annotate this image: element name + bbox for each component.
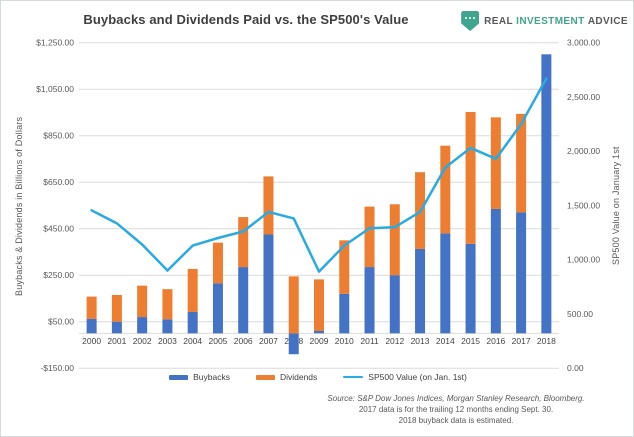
x-axis-year-label: 2000 (82, 336, 101, 346)
bar-dividends-2000 (86, 296, 97, 319)
bar-buybacks-2004 (187, 311, 198, 334)
legend-label-buybacks: Buybacks (193, 372, 230, 382)
note-2017: 2017 data is for the trailing 12 months … (358, 405, 554, 414)
bar-buybacks-2009 (314, 331, 324, 334)
legend-label-sp500: SP500 Value (on Jan. 1st) (368, 372, 467, 382)
bar-buybacks-2011 (364, 267, 375, 334)
brand-word-advice: ADVICE (587, 15, 628, 27)
bar-buybacks-2000 (86, 318, 97, 334)
brand-wordmark: REAL INVESTMENT ADVICE (484, 16, 628, 27)
bar-buybacks-2015 (465, 243, 476, 334)
bar-buybacks-2005 (212, 283, 223, 334)
source-notes: Source: S&P Dow Jones Indices, Morgan St… (283, 393, 629, 426)
bar-dividends-2009 (314, 279, 324, 331)
x-axis-year-label: 2013 (411, 336, 430, 346)
brand-word-real: REAL (484, 15, 513, 27)
brand-word-investment: INVESTMENT (516, 15, 585, 27)
bar-buybacks-2012 (389, 275, 400, 334)
bar-buybacks-2010 (339, 293, 350, 334)
bar-buybacks-2006 (238, 267, 249, 334)
x-axis-year-label: 2006 (234, 336, 253, 346)
left-axis-tick-label: -$150.00 (40, 363, 74, 373)
bar-buybacks-2013 (415, 248, 426, 334)
brand-logo: REAL INVESTMENT ADVICE (461, 11, 628, 31)
bar-dividends-2007 (263, 176, 274, 235)
x-axis-year-label: 2009 (310, 336, 329, 346)
bar-dividends-2004 (187, 268, 198, 312)
left-axis-tick-label: $650.00 (43, 177, 74, 187)
bar-dividends-2005 (212, 242, 223, 284)
bar-buybacks-2018 (541, 54, 552, 334)
x-axis-year-label: 2017 (512, 336, 531, 346)
x-axis-year-label: 2016 (486, 336, 505, 346)
x-axis-year-label: 2011 (360, 336, 379, 346)
bar-dividends-2017 (516, 113, 527, 213)
bar-buybacks-2001 (111, 321, 122, 334)
dividends-swatch-icon (255, 374, 275, 380)
right-axis-tick-label: 500.00 (567, 309, 593, 319)
bar-buybacks-2017 (516, 212, 527, 334)
bar-dividends-2002 (137, 285, 148, 318)
bar-dividends-2006 (238, 217, 249, 268)
shield-dots-icon (461, 11, 480, 31)
bar-buybacks-2002 (137, 317, 148, 334)
bar-dividends-2015 (465, 111, 476, 244)
bar-buybacks-2008 (288, 333, 299, 355)
bar-buybacks-2016 (490, 208, 501, 334)
x-axis-year-label: 2010 (335, 336, 354, 346)
bar-dividends-2001 (111, 294, 122, 322)
source-line: Source: S&P Dow Jones Indices, Morgan St… (327, 394, 585, 403)
buybacks-swatch-icon (169, 374, 189, 380)
x-axis-year-label: 2012 (385, 336, 404, 346)
right-axis-tick-label: 1,500.00 (567, 200, 600, 210)
right-axis-tick-label: 2,000.00 (567, 146, 600, 156)
legend-label-dividends: Dividends (279, 372, 318, 382)
bar-buybacks-2014 (440, 233, 451, 334)
x-axis-year-label: 2001 (107, 336, 126, 346)
bar-dividends-2011 (364, 206, 375, 268)
bar-dividends-2003 (162, 289, 173, 320)
note-2018: 2018 buyback data is estimated. (398, 416, 514, 425)
right-axis-tick-label: 2,500.00 (567, 92, 600, 102)
sp500-line-swatch-icon (343, 375, 364, 379)
bar-dividends-2008 (288, 276, 299, 334)
right-axis-tick-label: 3,000.00 (567, 38, 600, 48)
x-axis-year-label: 2005 (208, 336, 227, 346)
bar-buybacks-2007 (263, 234, 274, 334)
bar-dividends-2010 (339, 240, 350, 294)
left-axis-tick-label: $50.00 (48, 317, 74, 327)
legend-item-buybacks: Buybacks (169, 372, 230, 382)
x-axis-year-label: 2007 (259, 336, 278, 346)
left-axis-tick-label: $1,250.00 (36, 38, 74, 48)
x-axis-year-label: 2002 (133, 336, 152, 346)
x-axis-year-label: 2014 (436, 336, 455, 346)
x-axis-year-label: 2003 (158, 336, 177, 346)
left-axis-tick-label: $1,050.00 (36, 84, 74, 94)
bar-dividends-2012 (389, 204, 400, 276)
right-axis-tick-label: 0.00 (567, 363, 584, 373)
chart-title: Buybacks and Dividends Paid vs. the SP50… (83, 12, 409, 27)
bar-buybacks-2003 (162, 319, 173, 334)
x-axis-year-label: 2015 (461, 336, 480, 346)
sp500-line (90, 77, 548, 273)
left-axis-tick-label: $250.00 (43, 270, 74, 280)
x-axis-year-label: 2004 (183, 336, 202, 346)
right-axis-tick-label: 1,000.00 (567, 255, 600, 265)
x-axis-year-label: 2018 (537, 336, 556, 346)
bar-dividends-2016 (490, 117, 501, 209)
legend-item-sp500: SP500 Value (on Jan. 1st) (343, 372, 467, 382)
left-axis-tick-label: $450.00 (43, 224, 74, 234)
legend: Buybacks Dividends SP500 Value (on Jan. … (1, 372, 633, 382)
legend-item-dividends: Dividends (255, 372, 318, 382)
left-axis-tick-label: $850.00 (43, 131, 74, 141)
bar-dividends-2014 (440, 145, 451, 234)
